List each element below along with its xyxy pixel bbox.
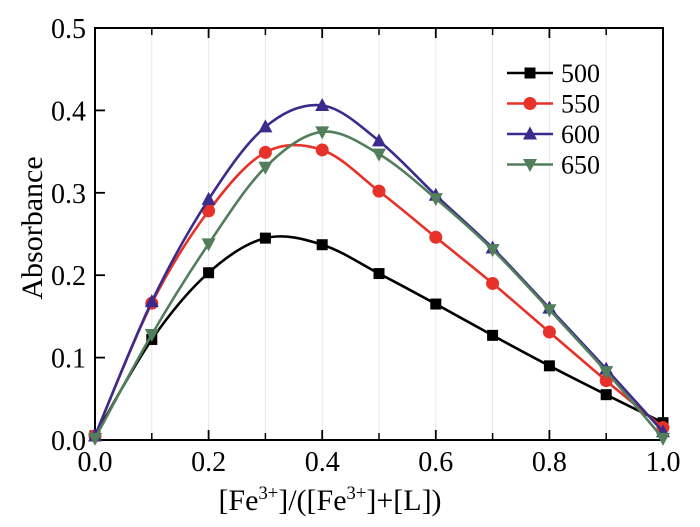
marker-500-9 xyxy=(600,389,612,401)
y-tick-label-0.0: 0.0 xyxy=(51,426,86,457)
marker-600-3 xyxy=(258,119,273,133)
marker-650-6 xyxy=(428,193,443,207)
marker-650-5 xyxy=(372,148,386,162)
marker-650-8 xyxy=(542,304,557,318)
legend-marker-600 xyxy=(523,126,537,140)
marker-550-6 xyxy=(429,230,443,244)
marker-600-4 xyxy=(315,97,330,111)
legend-entry-650: 650 xyxy=(507,151,600,180)
y-tick-label-0.4: 0.4 xyxy=(51,96,86,127)
marker-650-9 xyxy=(599,366,614,380)
marker-650-0 xyxy=(88,432,102,446)
marker-600-2 xyxy=(201,191,216,205)
marker-650-10 xyxy=(656,432,670,446)
marker-550-5 xyxy=(372,184,386,198)
x-tick-label-1.0: 1.0 xyxy=(646,447,681,478)
y-tick-label-0.1: 0.1 xyxy=(51,344,86,375)
x-tick-label-0.0: 0.0 xyxy=(78,447,113,478)
legend-entry-550: 550 xyxy=(507,90,600,119)
x-axis-title: [Fe3+]/([Fe3+]+[L]) xyxy=(218,484,441,518)
x-tick-label-0.2: 0.2 xyxy=(191,447,226,478)
marker-650-1 xyxy=(144,329,159,343)
marker-500-4 xyxy=(316,239,328,251)
x-axis-title-superscript: 3+ xyxy=(346,483,367,504)
legend-marker-650 xyxy=(523,159,537,172)
marker-600-5 xyxy=(372,133,386,147)
legend-marker-550 xyxy=(523,97,537,110)
legend-marker-500 xyxy=(524,67,536,79)
marker-550-4 xyxy=(315,143,329,157)
marker-500-2 xyxy=(203,267,215,279)
marker-650-7 xyxy=(485,244,500,258)
x-tick-label-0.8: 0.8 xyxy=(532,447,567,478)
legend-label-500: 500 xyxy=(561,59,600,88)
marker-500-7 xyxy=(487,329,499,341)
marker-500-6 xyxy=(430,298,442,310)
marker-500-5 xyxy=(373,268,385,280)
x-axis-title-segment: ]+[L]) xyxy=(366,484,442,517)
y-tick-label-0.3: 0.3 xyxy=(51,179,86,210)
marker-500-8 xyxy=(543,360,555,372)
x-tick-label-0.6: 0.6 xyxy=(418,447,453,478)
marker-550-3 xyxy=(258,145,272,159)
series-650 xyxy=(88,126,670,446)
y-tick-label-0.2: 0.2 xyxy=(51,261,86,292)
marker-550-7 xyxy=(486,276,500,290)
y-tick-label-0.5: 0.5 xyxy=(51,14,86,45)
legend-label-650: 650 xyxy=(561,151,600,180)
x-axis-title-segment: ]/([Fe xyxy=(278,484,347,517)
legend-entry-600: 600 xyxy=(507,120,600,149)
series-line-550 xyxy=(93,143,665,438)
y-axis-title: Absorbance xyxy=(16,156,49,300)
marker-500-3 xyxy=(259,232,271,244)
x-tick-label-0.4: 0.4 xyxy=(305,447,340,478)
marker-550-2 xyxy=(202,204,216,218)
marker-550-8 xyxy=(542,325,556,339)
marker-650-2 xyxy=(201,238,216,252)
marker-550-9 xyxy=(599,374,613,388)
marker-600-1 xyxy=(144,294,159,308)
legend-label-600: 600 xyxy=(561,120,600,149)
legend-entry-500: 500 xyxy=(507,59,600,88)
marker-650-4 xyxy=(315,126,330,140)
x-axis-title-superscript: 3+ xyxy=(258,483,279,504)
marker-650-3 xyxy=(258,161,273,175)
x-axis-title-segment: [Fe xyxy=(218,484,259,517)
legend-label-550: 550 xyxy=(561,90,600,119)
